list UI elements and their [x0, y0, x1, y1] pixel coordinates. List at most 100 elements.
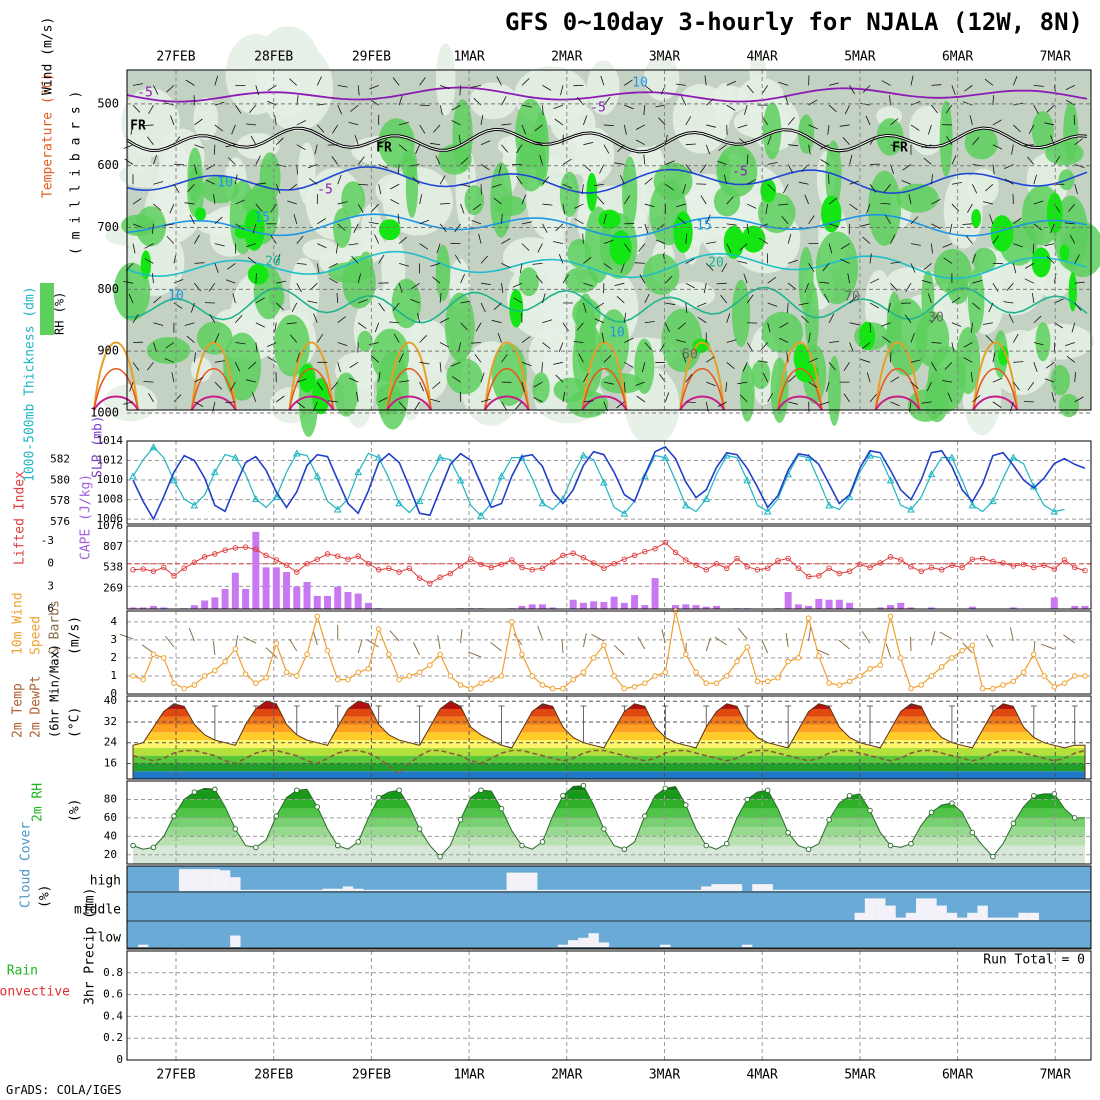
- wind-barb: [931, 342, 942, 344]
- wind-speed-marker: [693, 669, 699, 676]
- lifted-index-axis-label: Lifted Index: [13, 471, 28, 565]
- rh-light-region: [672, 83, 730, 154]
- wind-barb: [869, 135, 876, 145]
- wind-barb: [962, 223, 973, 225]
- wind-barb: [583, 141, 594, 146]
- wind-barb: [248, 362, 257, 370]
- wind-barb: [132, 362, 140, 371]
- wind-barb: [1032, 293, 1035, 304]
- wind-barb: [357, 322, 367, 329]
- wind-barb: [685, 282, 695, 289]
- wind-barb: [194, 164, 198, 175]
- rh-saturated-region: [1059, 244, 1070, 262]
- date-tick-label-top: 7MAR: [1040, 50, 1071, 65]
- cloud-middle-bar: [864, 898, 876, 920]
- wind-barb: [1066, 355, 1076, 363]
- rh-moist-region: [196, 321, 233, 355]
- wind-barb: [493, 197, 502, 205]
- wind-barb: [419, 335, 427, 343]
- thickness-marker: [456, 476, 465, 484]
- wind-barb: [665, 160, 675, 165]
- date-tick-label-top: 27FEB: [156, 50, 195, 65]
- wind-barb: [164, 223, 175, 226]
- wind-barb: [357, 156, 365, 165]
- wind10-barb: [661, 629, 666, 644]
- thickness-marker: [477, 511, 485, 519]
- wind-barb: [931, 223, 941, 229]
- wind-barb: [828, 174, 830, 185]
- wind-barb: [166, 85, 175, 93]
- wind-barb: [804, 283, 809, 293]
- wind-barb: [761, 85, 768, 94]
- wind-barb: [432, 276, 441, 284]
- cloud-high-bar: [926, 889, 937, 891]
- wind-barb: [480, 282, 491, 285]
- rh2m-panel-border: [126, 780, 1092, 865]
- wind-barb: [439, 292, 442, 304]
- wind-barb: [368, 342, 379, 346]
- wind-speed-marker: [795, 655, 802, 661]
- cloud-low-bar: [578, 937, 589, 947]
- wind-barb: [635, 139, 646, 146]
- wind-speed-marker: [447, 673, 454, 679]
- wind-barb: [706, 356, 715, 363]
- lifted-index-marker: [437, 574, 443, 581]
- wind-barb: [596, 196, 605, 205]
- wind-barb: [664, 134, 668, 145]
- wind-barb: [480, 302, 486, 313]
- wind-barb: [234, 174, 238, 185]
- wind-barb: [760, 342, 768, 351]
- wind-barb: [1027, 381, 1035, 391]
- thickness-marker: [129, 472, 137, 480]
- wind-speed-marker: [734, 658, 740, 665]
- wind-barb: [706, 241, 717, 245]
- cape-bar: [538, 604, 546, 609]
- cloud-middle-bar: [854, 912, 865, 920]
- thickness-marker: [170, 476, 178, 484]
- wind-barb: [798, 181, 809, 185]
- wind10-barb: [930, 631, 936, 646]
- wind-barb: [398, 401, 407, 410]
- cloud-high-bar: [219, 870, 231, 891]
- wind-barb: [330, 381, 339, 391]
- rh-moist-region: [1035, 322, 1051, 362]
- wind-barb: [623, 382, 626, 393]
- wind-barb: [471, 342, 482, 344]
- wind-barb: [849, 295, 858, 304]
- wind-barb: [516, 175, 523, 185]
- date-tick-label-bottom: 3MAR: [649, 1068, 680, 1083]
- cloud-high-bar: [486, 889, 497, 891]
- cape-tick-label: 1076: [97, 519, 124, 532]
- wind-speed-marker: [938, 664, 945, 670]
- precip-tick-label: 0.2: [103, 1031, 123, 1044]
- wind-barb: [910, 101, 921, 106]
- rh-marker: [621, 846, 628, 852]
- wind-barb: [603, 239, 614, 244]
- wind-speed-marker: [969, 642, 976, 649]
- wind-barb: [214, 243, 225, 247]
- wind-barb: [601, 332, 605, 343]
- boundary-layer-isotherm: [972, 341, 1019, 411]
- wind-barb: [451, 104, 461, 111]
- cloud-high-bar: [240, 889, 251, 891]
- wind-barb: [432, 381, 441, 389]
- lifted-index-marker: [171, 573, 177, 579]
- wind-barb: [624, 337, 634, 343]
- cloud-high-bar: [1049, 889, 1060, 891]
- wind-barb: [132, 104, 141, 113]
- cape-tick-label: 807: [103, 540, 123, 553]
- wind-barb: [963, 342, 973, 348]
- wind-barb: [951, 342, 955, 353]
- thickness-marker: [231, 453, 240, 461]
- wind-barb: [951, 322, 962, 327]
- wind10-speed-label: Speed: [29, 616, 44, 655]
- wind-barb: [214, 75, 218, 86]
- wind-barb: [928, 124, 932, 135]
- wind-barb: [808, 144, 811, 155]
- thickness-marker: [415, 497, 424, 505]
- rh-saturated-region: [312, 377, 330, 415]
- wind-barb: [296, 378, 307, 383]
- wind-speed-marker: [498, 673, 505, 679]
- temperature-band: [133, 763, 1085, 772]
- wind-speed-marker: [1010, 678, 1017, 685]
